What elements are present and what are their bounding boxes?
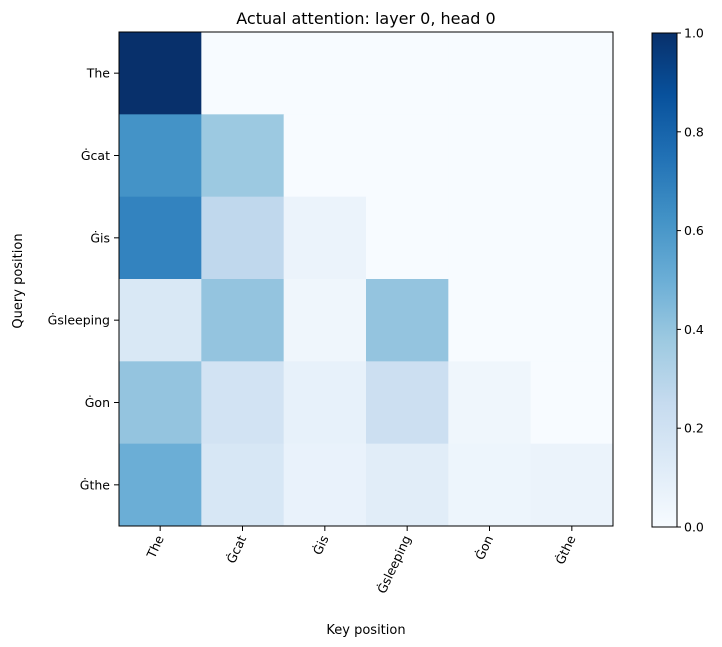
y-axis-ticks: The Ġcat Ġis Ġsleeping Ġon Ġthe [48, 66, 119, 492]
y-axis-label: Query position [11, 233, 26, 328]
y-tick-label: Ġsleeping [48, 312, 110, 328]
colorbar-tick-label: 0.4 [684, 322, 704, 337]
heatmap-cell [201, 196, 285, 280]
colorbar-tick-label: 0.6 [684, 223, 704, 238]
heatmap-cell [119, 443, 202, 527]
x-tick-label: Ġsleeping [373, 533, 414, 596]
heatmap-cell [119, 361, 202, 445]
heatmap-cell [448, 443, 532, 527]
heatmap-cell [201, 443, 285, 527]
heatmap-cell [530, 279, 614, 362]
x-axis-ticks: The Ġcat Ġis Ġsleeping Ġon Ġthe [143, 526, 579, 596]
heatmap-cell [448, 114, 532, 198]
heatmap-cell [201, 361, 285, 445]
heatmap-cell [201, 279, 285, 362]
colorbar-tick-label: 0.2 [684, 421, 704, 436]
y-tick-label: Ġis [90, 229, 110, 245]
colorbar-tick-label: 0.8 [684, 124, 704, 139]
heatmap-cell [366, 114, 449, 198]
colorbar-ticks: 0.0 0.2 0.4 0.6 0.8 1.0 [677, 26, 704, 535]
heatmap-cell [366, 443, 449, 527]
y-tick-label: The [86, 66, 111, 81]
heatmap-cell [119, 279, 202, 362]
heatmap-cell [366, 361, 449, 445]
chart-title: Actual attention: layer 0, head 0 [236, 9, 495, 28]
heatmap-cell [530, 361, 614, 445]
heatmap-cell [283, 443, 367, 527]
x-tick-label: The [143, 533, 167, 562]
heatmap-cell [530, 32, 614, 115]
heatmap-cell [119, 196, 202, 280]
y-tick-label: Ġon [85, 394, 110, 410]
y-tick-label: Ġcat [81, 147, 110, 163]
x-axis-label: Key position [326, 623, 405, 638]
heatmap-cell [530, 443, 614, 527]
heatmap-cell [366, 279, 449, 362]
colorbar [651, 32, 678, 528]
heatmap-cell [283, 279, 367, 362]
heatmap-cell [366, 32, 449, 115]
y-tick-label: Ġthe [80, 476, 111, 492]
heatmap-cell [283, 361, 367, 445]
plot-frame [118, 31, 614, 527]
heatmap-cells [119, 32, 614, 527]
heatmap-cell [201, 114, 285, 198]
heatmap-cell [283, 32, 367, 115]
heatmap-cell [283, 196, 367, 280]
x-tick-label: Ġcat [222, 532, 249, 565]
heatmap-cell [530, 196, 614, 280]
x-tick-label: Ġthe [551, 532, 578, 566]
heatmap-cell [366, 196, 449, 280]
heatmap-cell [448, 361, 532, 445]
heatmap-cell [283, 114, 367, 198]
colorbar-tick-label: 1.0 [684, 26, 704, 41]
heatmap-cell [119, 32, 202, 115]
x-tick-label: Ġis [309, 533, 332, 558]
heatmap-cell [448, 32, 532, 115]
heatmap-cell [448, 196, 532, 280]
colorbar-tick-label: 0.0 [684, 520, 704, 535]
x-tick-label: Ġon [471, 533, 496, 563]
heatmap-cell [119, 114, 202, 198]
heatmap-cell [530, 114, 614, 198]
heatmap-cell [448, 279, 532, 362]
heatmap-cell [201, 32, 285, 115]
